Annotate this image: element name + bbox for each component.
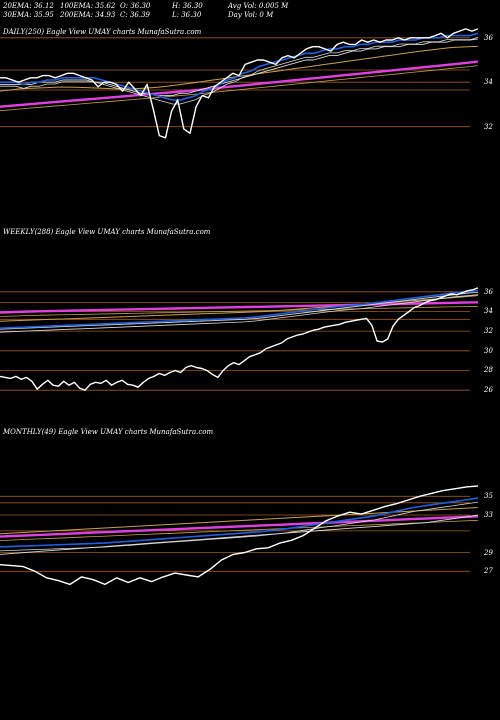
y-tick-label: 29 bbox=[484, 548, 493, 557]
chart-title: WEEKLY(288) Eagle View UMAY charts Munaf… bbox=[3, 228, 211, 236]
series-line-ema200-band bbox=[0, 65, 479, 112]
series-line-ema100 bbox=[0, 507, 479, 535]
series-line-ema20-band bbox=[0, 294, 479, 333]
y-tick-label: 34 bbox=[484, 307, 493, 316]
header-stat: Day Vol: 0 M bbox=[228, 11, 274, 19]
series-line-ema200 bbox=[0, 60, 479, 108]
chart-panel-1 bbox=[0, 287, 479, 391]
chart-title: MONTHLY(49) Eagle View UMAY charts Munaf… bbox=[3, 428, 214, 436]
series-line-ema30 bbox=[0, 291, 479, 330]
y-tick-label: 27 bbox=[484, 567, 493, 576]
y-tick-label: 35 bbox=[484, 492, 493, 501]
chart-title: DAILY(250) Eagle View UMAY charts Munafa… bbox=[3, 28, 202, 36]
header-stat: Avg Vol: 0.005 M bbox=[228, 2, 289, 10]
series-line-ema20-band bbox=[0, 501, 479, 552]
header-stat: 200EMA: 34.93 bbox=[60, 11, 116, 19]
header-stat: C: 36.39 bbox=[120, 11, 150, 19]
y-tick-label: 30 bbox=[484, 346, 493, 355]
series-line-ema200-band bbox=[0, 519, 479, 541]
header-stat: 20EMA: 36.12 bbox=[3, 2, 54, 10]
header-stat: L: 36.30 bbox=[172, 11, 202, 19]
series-line-ema200 bbox=[0, 515, 479, 538]
y-tick-label: 34 bbox=[484, 78, 493, 87]
y-tick-label: 36 bbox=[484, 33, 493, 42]
series-line-price bbox=[0, 287, 479, 391]
y-tick-label: 32 bbox=[484, 327, 493, 336]
chart-panel-2 bbox=[0, 485, 479, 586]
series-line-ema20 bbox=[0, 289, 479, 329]
series-line-ema30 bbox=[0, 38, 479, 97]
series-line-ema20 bbox=[0, 497, 479, 548]
y-tick-label: 36 bbox=[484, 287, 493, 296]
chart-panel-0 bbox=[0, 28, 479, 139]
y-tick-label: 26 bbox=[484, 386, 493, 395]
header-stat: O: 36.30 bbox=[120, 2, 151, 10]
series-line-ema200-band bbox=[0, 305, 479, 317]
series-line-ema20-band bbox=[0, 36, 479, 105]
y-tick-label: 33 bbox=[484, 511, 493, 519]
header-stat: 30EMA: 35.95 bbox=[3, 11, 54, 19]
series-line-price bbox=[0, 485, 479, 586]
series-line-price bbox=[0, 28, 479, 139]
y-tick-label: 28 bbox=[484, 366, 493, 375]
header-stat: H: 36.30 bbox=[172, 2, 203, 10]
series-line-ema30 bbox=[0, 514, 479, 555]
y-tick-label: 32 bbox=[484, 122, 493, 131]
header-stat: 100EMA: 35.62 bbox=[60, 2, 116, 10]
